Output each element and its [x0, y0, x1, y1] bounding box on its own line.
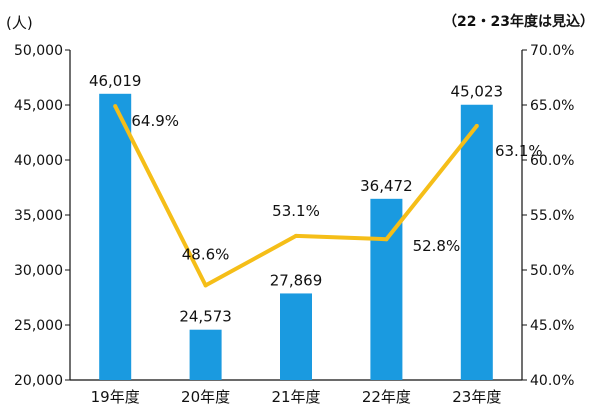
ratio-line — [113, 105, 479, 288]
y-right-tick-label: 70.0% — [530, 43, 574, 59]
estimate-note: （22・23年度は見込） — [443, 13, 594, 30]
line-value-label: 53.1% — [272, 202, 320, 220]
y-left-tick-label: 50,000 — [14, 43, 63, 59]
line-group — [113, 104, 479, 288]
ratio-point — [113, 104, 118, 109]
y-right-tick-label: 65.0% — [530, 98, 574, 114]
y-left-tick-label: 25,000 — [14, 318, 63, 334]
ratio-point — [474, 123, 479, 128]
line-value-label: 63.1% — [495, 142, 543, 160]
y-left-tick-label: 35,000 — [14, 208, 63, 224]
y-right-tick-label: 45.0% — [530, 318, 574, 334]
y-left-tick-label: 20,000 — [14, 373, 63, 389]
bar-value-label: 36,472 — [360, 177, 413, 195]
y-left-tick-label: 45,000 — [14, 98, 63, 114]
x-category-label: 20年度 — [181, 388, 230, 406]
line-value-label: 64.9% — [131, 112, 179, 130]
y-left-tick-label: 40,000 — [14, 153, 63, 169]
line-value-label: 52.8% — [413, 237, 461, 255]
axes-group: 20,000 25,000 30,000 35,000 40,000 45,000 50,0… — [14, 43, 574, 406]
y-right-tick-label: 40.0% — [530, 373, 574, 389]
bar-value-label: 46,019 — [89, 72, 142, 90]
bar-value-label: 45,023 — [451, 83, 504, 101]
ratio-point — [384, 237, 389, 242]
x-category-label: 22年度 — [362, 388, 411, 406]
y-left-unit-label: (人) — [6, 14, 33, 32]
x-category-label: 19年度 — [91, 388, 140, 406]
bar — [99, 93, 132, 380]
ratio-point — [203, 283, 208, 288]
y-right-tick-label: 55.0% — [530, 208, 574, 224]
bar — [460, 104, 493, 380]
line-value-label: 48.6% — [182, 245, 230, 263]
bar-value-label: 27,869 — [270, 271, 323, 289]
x-category-label: 21年度 — [271, 388, 320, 406]
y-right-tick-label: 60.0% — [530, 153, 574, 169]
bar — [189, 329, 222, 380]
ratio-point — [294, 233, 298, 238]
y-right-tick-label: 50.0% — [530, 263, 574, 279]
x-category-label: 23年度 — [452, 388, 501, 406]
bar — [280, 293, 312, 380]
labels-group: 46,019 24,573 27,869 36,472 45,023 64.9% 48.6%… — [89, 72, 543, 326]
y-left-tick-label: 30,000 — [14, 263, 63, 279]
bar-value-label: 24,573 — [179, 308, 232, 326]
